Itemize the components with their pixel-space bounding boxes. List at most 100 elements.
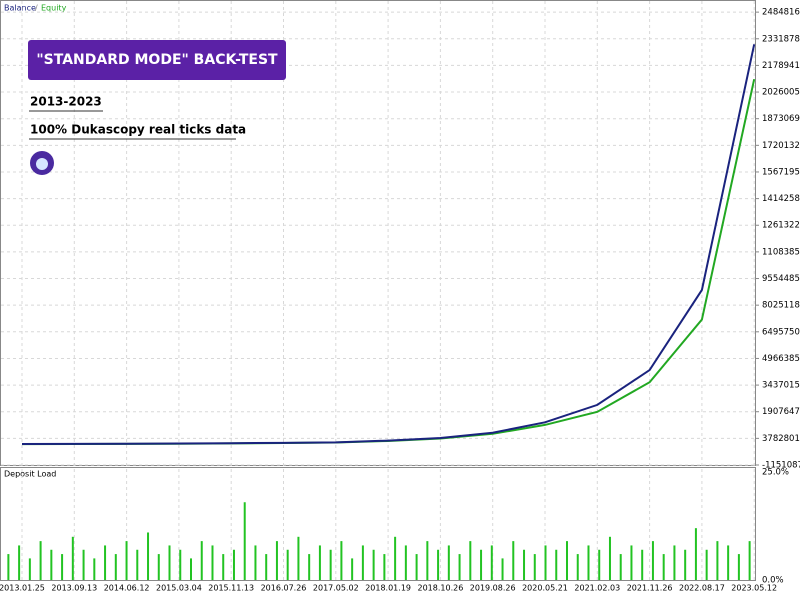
y-tick-label: 23318789 [762,34,800,44]
sub-title: Deposit Load [4,470,56,479]
bar [71,536,74,580]
bar [608,536,611,580]
y-tick-label: 80251182 [762,301,800,311]
bar [523,549,526,580]
sub-frame [0,467,756,581]
bar [232,549,235,580]
bar [329,549,332,580]
bar [82,549,85,580]
bar [641,549,644,580]
bar [222,554,225,580]
bar [18,545,21,580]
x-tick-label: 2015.11.13 [208,584,254,593]
bar [318,545,321,580]
legend-balance: Balance [4,4,36,13]
x-tick-label: 2020.05.21 [522,584,568,593]
bar [415,554,418,580]
bar [254,545,257,580]
bar [705,549,708,580]
bar [630,545,633,580]
y-tick-label: 34370153 [762,381,800,391]
x-tick-label: 2013.09.13 [51,584,97,593]
badge-text: "STANDARD MODE" BACK-TEST [36,52,278,68]
bar [275,541,278,580]
bar [265,554,268,580]
bar [168,545,171,580]
y-tick-label: 49663858 [762,354,800,364]
bar [437,549,440,580]
bar [190,558,192,580]
y-tick-label: 20260059 [762,88,800,98]
logo-inner [36,158,48,170]
x-tick-label: 2019.08.26 [470,584,516,593]
y-tick-label: 3782801 [762,434,800,444]
x-tick-label: 2022.08.17 [679,584,725,593]
bar [673,545,676,580]
y-tick-label: 21789416 [762,61,800,71]
bar [737,554,740,580]
y-tick-label: 64957506 [762,327,800,337]
bar [694,528,697,580]
bar [125,541,128,580]
bar [179,549,182,580]
bar [200,541,203,580]
source-text: 100% Dukascopy real ticks data [30,123,246,137]
bar [447,545,450,580]
bar [394,536,397,580]
x-tick-label: 2021.11.26 [627,584,673,593]
bar [104,545,107,580]
y-tick-label: 11083853 [762,247,800,257]
bar [748,541,751,580]
y-tick-label: 14142589 [762,194,800,204]
bar [651,541,654,580]
x-tick-label: 2013.01.25 [0,584,45,593]
bar [501,558,504,580]
bar [28,558,31,580]
bar [7,554,10,580]
legend-sep: / [35,4,38,13]
bar [426,541,429,580]
bar [469,541,472,580]
bar [662,554,665,580]
x-tick-label: 2014.06.12 [104,584,150,593]
y-tick-label: 17201324 [762,141,800,151]
x-tick-label: 2015.03.04 [156,584,202,593]
y-tick-label: 15671956 [762,167,800,177]
x-tick-label: 2018.10.26 [417,584,463,593]
bar [684,549,687,580]
y-tick-label: 25.0% [762,468,789,478]
bar [716,541,719,580]
bar [211,545,214,580]
x-tick-label: 2021.02.03 [574,584,620,593]
bar [619,554,622,580]
bar [544,545,547,580]
badge [28,40,286,80]
y-tick-label: 0.0% [762,576,784,586]
bar [297,536,300,580]
x-tick-label: 2018.01.19 [365,584,411,593]
bar [372,549,375,580]
bar [361,545,364,580]
bar [93,558,96,580]
x-tick-label: 2017.05.02 [313,584,359,593]
bar [480,549,483,580]
legend-equity: Equity [41,4,67,13]
x-tick-label: 2016.07.26 [261,584,307,593]
bar [39,541,42,580]
bar [566,541,568,580]
bar [587,545,590,580]
bar [727,545,730,580]
bar [533,554,536,580]
y-tick-label: 19076477 [762,407,800,417]
bar [61,554,64,580]
bar [458,554,461,580]
bar [340,541,343,580]
bar [351,558,354,580]
x-tick-label: 2023.05.12 [731,584,777,593]
series-line [21,44,756,445]
